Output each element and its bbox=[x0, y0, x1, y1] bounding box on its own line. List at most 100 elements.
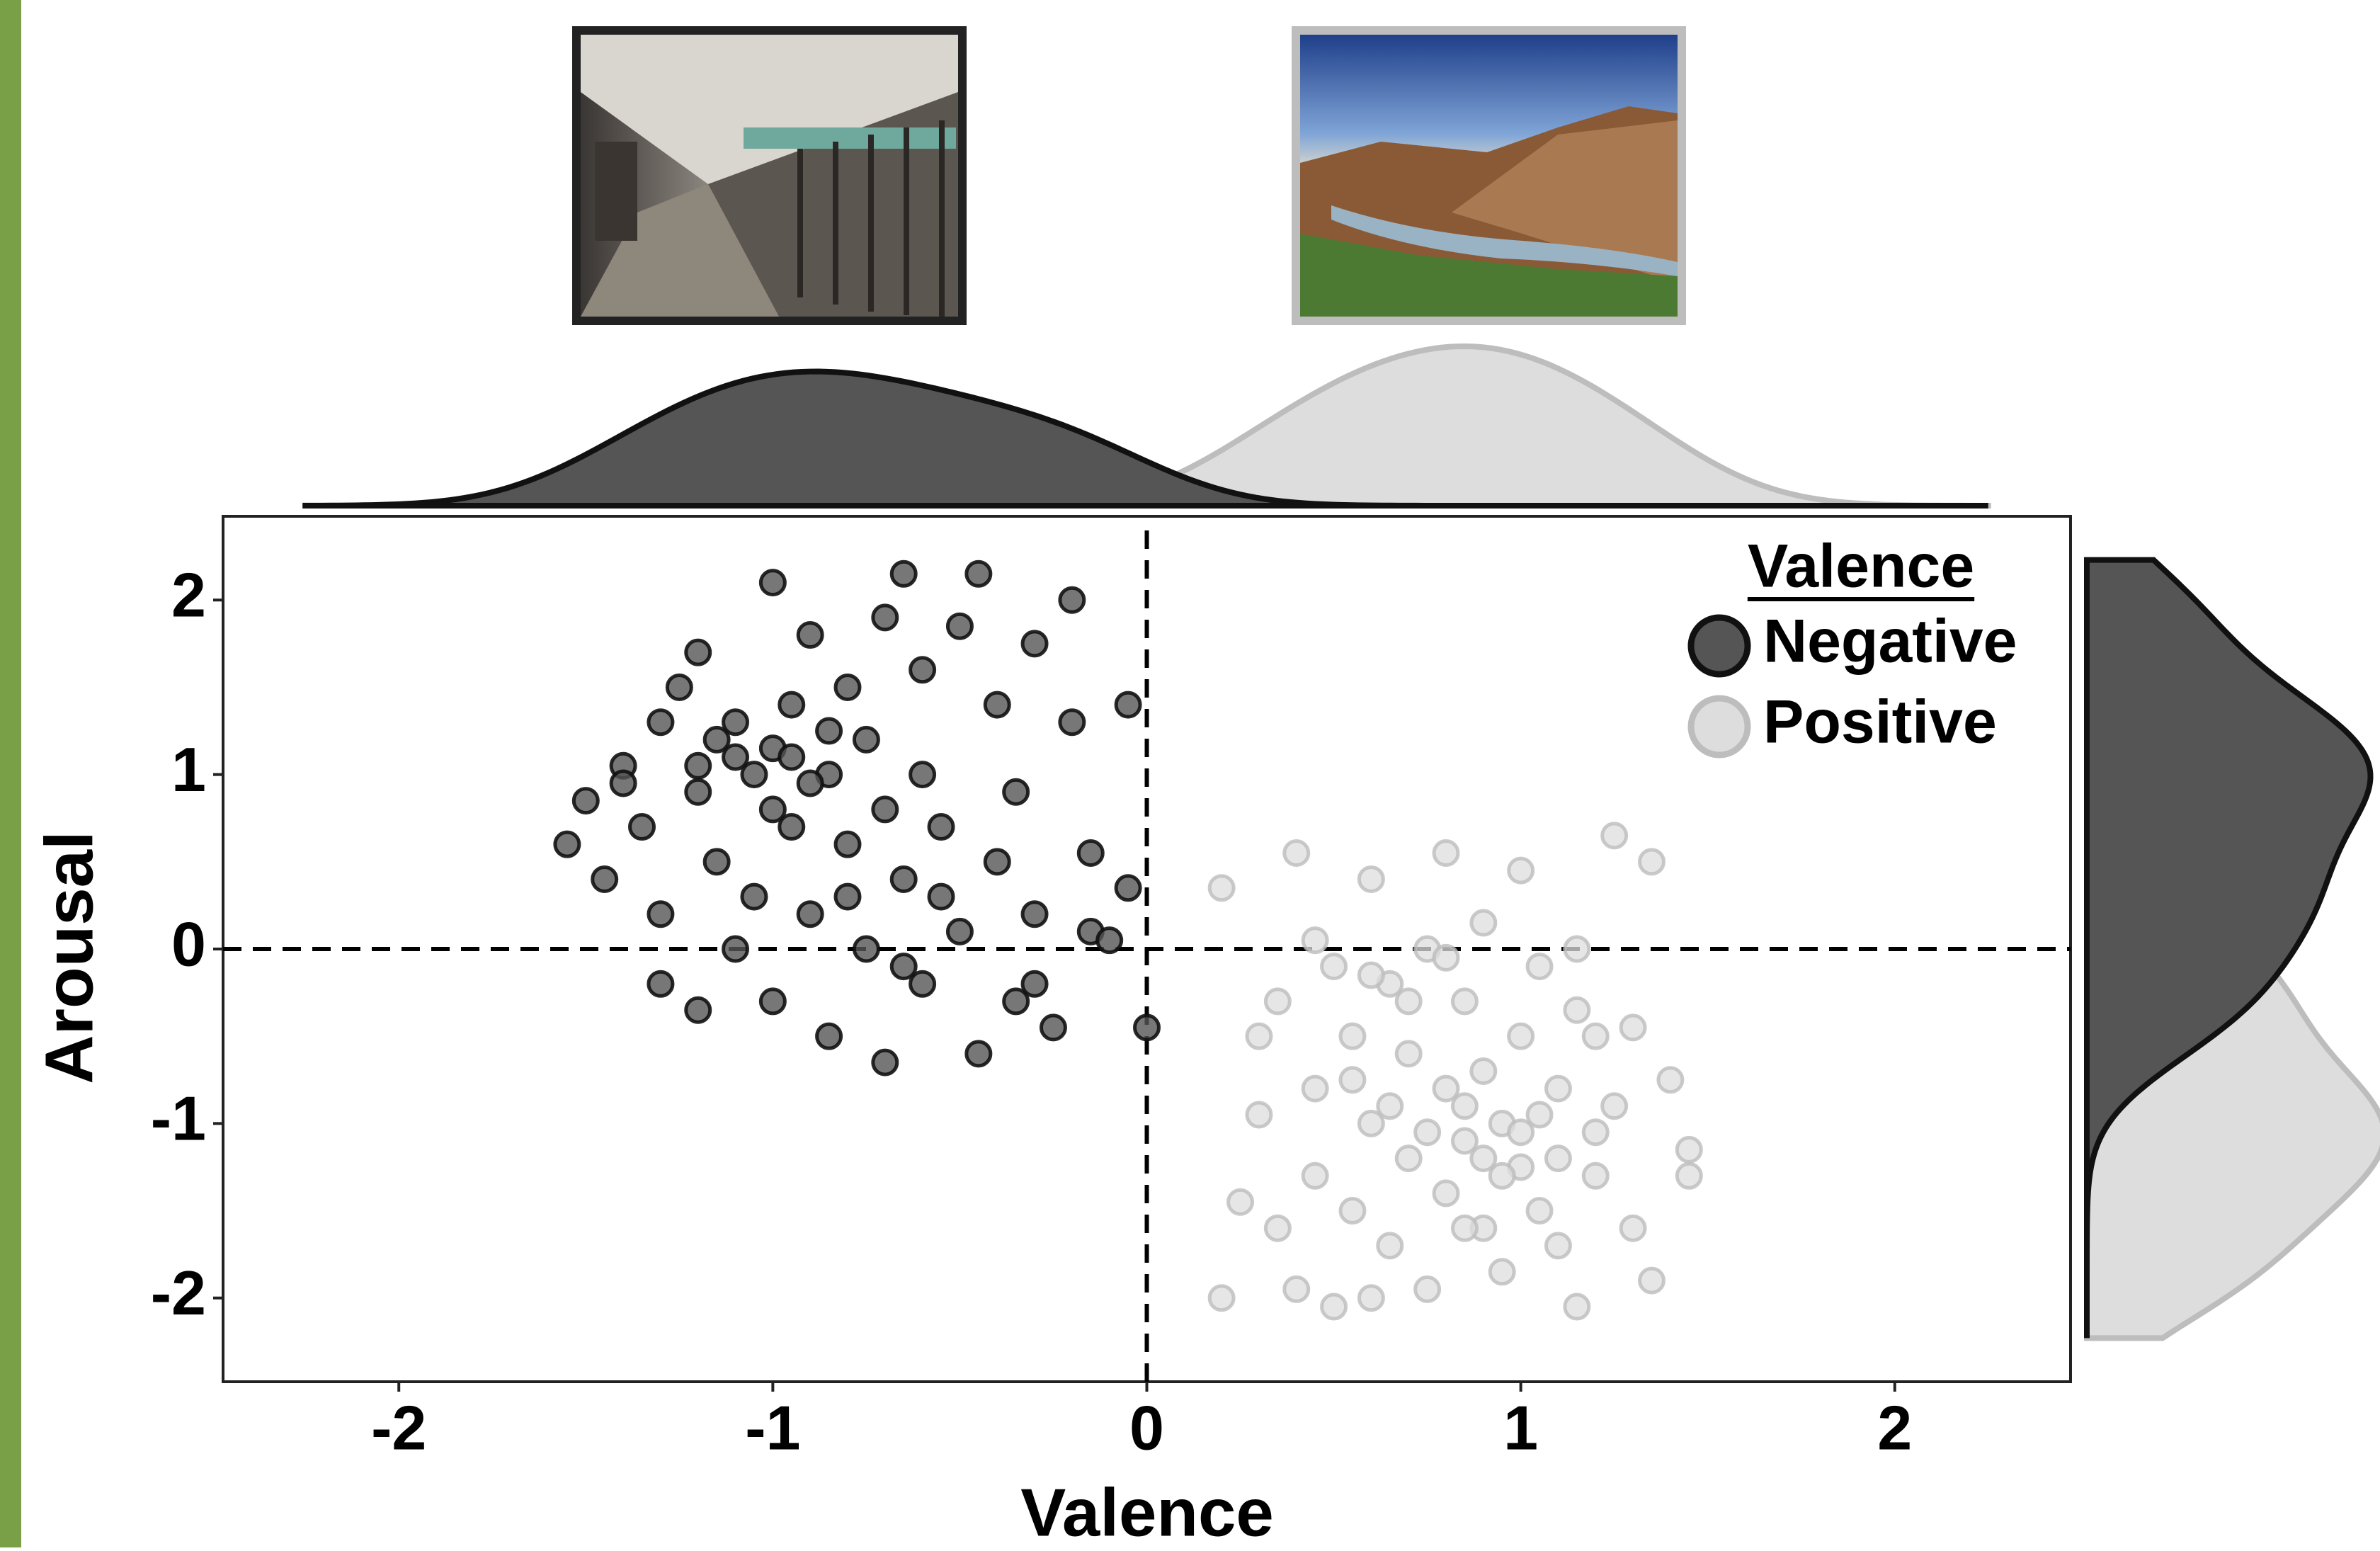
point bbox=[1320, 1292, 1348, 1321]
point bbox=[1263, 1214, 1292, 1242]
point bbox=[1507, 856, 1535, 885]
point bbox=[665, 673, 693, 701]
point bbox=[945, 612, 974, 640]
point bbox=[1675, 1135, 1703, 1164]
point bbox=[1432, 1179, 1460, 1208]
point bbox=[1320, 953, 1348, 981]
point bbox=[1656, 1066, 1685, 1094]
point bbox=[796, 900, 824, 928]
point bbox=[1245, 1022, 1273, 1050]
legend-label: Positive bbox=[1763, 688, 1997, 756]
point bbox=[1058, 586, 1086, 614]
point bbox=[983, 691, 1011, 719]
point bbox=[1544, 1074, 1572, 1103]
point bbox=[1076, 839, 1105, 867]
legend-marker bbox=[1687, 695, 1751, 759]
point bbox=[1338, 1022, 1367, 1050]
marginals bbox=[302, 343, 2380, 1341]
point bbox=[927, 813, 955, 841]
point bbox=[909, 970, 937, 998]
point bbox=[833, 882, 862, 911]
point bbox=[1619, 1214, 1647, 1242]
point bbox=[889, 559, 918, 588]
point bbox=[1525, 1101, 1554, 1129]
point bbox=[1432, 839, 1460, 867]
point bbox=[1114, 874, 1142, 902]
positive-photo bbox=[1292, 26, 1686, 325]
point bbox=[871, 603, 899, 632]
legend-label: Negative bbox=[1763, 608, 2017, 676]
point bbox=[722, 935, 750, 963]
y-axis-title: Arousal bbox=[31, 831, 107, 1084]
point bbox=[927, 882, 955, 911]
point bbox=[1600, 1092, 1629, 1120]
point bbox=[1245, 1101, 1273, 1129]
legend-title: Valence bbox=[1748, 533, 1974, 601]
point bbox=[1525, 1197, 1554, 1225]
point bbox=[1488, 1258, 1516, 1286]
side-bar bbox=[0, 0, 21, 1547]
point bbox=[1544, 1232, 1572, 1260]
y-density bbox=[2084, 557, 2374, 1339]
point bbox=[983, 848, 1011, 876]
point bbox=[778, 691, 806, 719]
point bbox=[1207, 1284, 1236, 1312]
point bbox=[1357, 1109, 1385, 1137]
point bbox=[815, 1022, 843, 1050]
point bbox=[1432, 943, 1460, 972]
point bbox=[647, 708, 675, 737]
point bbox=[740, 882, 768, 911]
point bbox=[1563, 996, 1591, 1024]
point bbox=[1376, 1232, 1404, 1260]
point bbox=[722, 708, 750, 737]
y-tick-label: 1 bbox=[171, 734, 206, 805]
point bbox=[647, 900, 675, 928]
x-tick-label: -2 bbox=[371, 1392, 426, 1462]
point bbox=[945, 917, 974, 945]
point bbox=[722, 743, 750, 771]
point bbox=[852, 935, 880, 963]
point bbox=[1581, 1161, 1610, 1190]
point bbox=[553, 830, 581, 858]
point bbox=[609, 769, 637, 797]
point bbox=[1507, 1022, 1535, 1050]
point bbox=[1114, 691, 1142, 719]
x-tick-label: 0 bbox=[1129, 1392, 1164, 1462]
point bbox=[1581, 1118, 1610, 1147]
point bbox=[1020, 630, 1049, 658]
point bbox=[1095, 926, 1124, 955]
point bbox=[1637, 848, 1666, 876]
point bbox=[1637, 1266, 1666, 1295]
y-tick-label: -1 bbox=[151, 1084, 206, 1154]
point bbox=[1488, 1161, 1516, 1190]
point bbox=[1133, 1013, 1161, 1042]
point bbox=[1039, 1013, 1067, 1042]
point bbox=[1469, 909, 1498, 937]
point bbox=[684, 778, 712, 806]
point bbox=[702, 848, 731, 876]
x-density bbox=[302, 368, 1988, 509]
point bbox=[591, 865, 619, 893]
point bbox=[1301, 926, 1329, 955]
point bbox=[1357, 865, 1385, 893]
point bbox=[1338, 1197, 1367, 1225]
point bbox=[1619, 1013, 1647, 1042]
point bbox=[796, 769, 824, 797]
point bbox=[1338, 1066, 1367, 1094]
point bbox=[1450, 1127, 1479, 1155]
point bbox=[1469, 1057, 1498, 1085]
point bbox=[1525, 953, 1554, 981]
point bbox=[1394, 987, 1423, 1016]
point bbox=[1507, 1118, 1535, 1147]
point bbox=[833, 673, 862, 701]
y-tick-label: -2 bbox=[151, 1258, 206, 1328]
point bbox=[684, 638, 712, 666]
x-tick-label: 2 bbox=[1877, 1392, 1912, 1462]
point bbox=[796, 621, 824, 649]
point bbox=[778, 743, 806, 771]
point bbox=[871, 1048, 899, 1076]
point bbox=[758, 795, 787, 824]
point bbox=[1450, 1214, 1479, 1242]
point bbox=[1020, 970, 1049, 998]
point bbox=[889, 953, 918, 981]
